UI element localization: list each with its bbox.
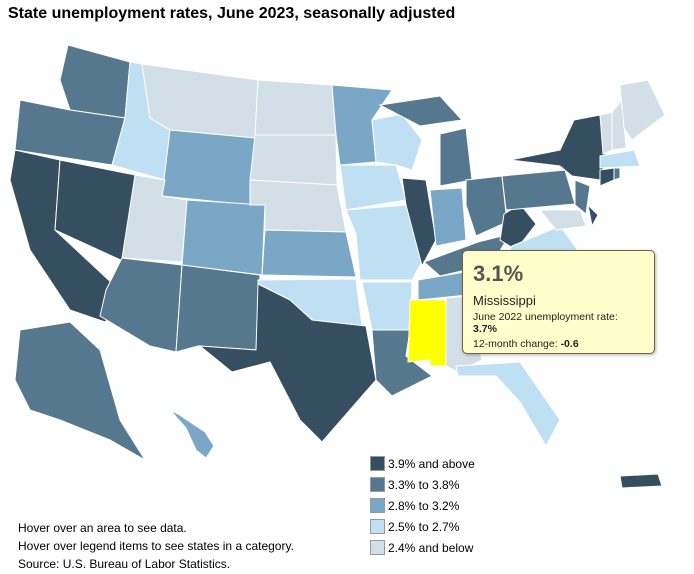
state-colorado[interactable]: [181, 199, 266, 276]
legend: 3.9% and above 3.3% to 3.8% 2.8% to 3.2%…: [370, 453, 475, 558]
legend-swatch: [370, 540, 385, 555]
state-connecticut[interactable]: [599, 167, 615, 187]
state-michigan-upper[interactable]: [378, 95, 464, 127]
state-illinois[interactable]: [401, 177, 437, 268]
legend-item-4[interactable]: 2.5% to 2.7%: [370, 516, 475, 537]
state-florida[interactable]: [455, 361, 561, 448]
state-kansas[interactable]: [261, 229, 357, 278]
tooltip-rate: 3.1%: [473, 261, 524, 286]
state-delaware[interactable]: [587, 203, 599, 228]
legend-swatch: [370, 456, 385, 471]
state-north-dakota[interactable]: [254, 79, 337, 136]
state-indiana[interactable]: [429, 187, 467, 247]
hover-note: Hover over an area to see data.: [18, 521, 187, 535]
state-hawaii[interactable]: [169, 409, 215, 459]
change-label: 12-month change:: [473, 338, 561, 350]
state-texas[interactable]: [198, 283, 377, 443]
legend-label: 3.3% to 3.8%: [388, 477, 460, 492]
change-value: -0.6: [560, 338, 579, 350]
tooltip-state: Mississippi: [473, 293, 536, 308]
source-note: Source: U.S. Bureau of Labor Statistics.: [18, 557, 231, 571]
legend-item-1[interactable]: 3.9% and above: [370, 453, 475, 474]
state-arkansas[interactable]: [361, 281, 413, 331]
legend-label: 3.9% and above: [388, 456, 475, 471]
state-arizona[interactable]: [99, 257, 183, 353]
legend-label: 2.4% and below: [388, 540, 474, 555]
state-massachusetts[interactable]: [599, 149, 641, 169]
tooltip-prev-rate: June 2022 unemployment rate: 3.7%: [473, 311, 644, 335]
legend-swatch: [370, 498, 385, 513]
notes: Hover over an area to see data. Hover ov…: [18, 519, 294, 573]
legend-label: 2.5% to 2.7%: [388, 519, 460, 534]
legend-note: Hover over legend items to see states in…: [18, 539, 294, 553]
us-map: [9, 44, 666, 489]
state-ohio[interactable]: [465, 175, 508, 237]
state-maryland[interactable]: [538, 209, 587, 231]
legend-item-5[interactable]: 2.4% and below: [370, 537, 475, 558]
state-alaska[interactable]: [14, 321, 146, 461]
state-new-mexico[interactable]: [175, 264, 261, 353]
state-puerto-rico[interactable]: [619, 473, 663, 489]
legend-swatch: [370, 519, 385, 534]
prev-label: June 2022 unemployment rate:: [473, 311, 618, 323]
state-pennsylvania[interactable]: [501, 169, 576, 211]
state-iowa[interactable]: [339, 164, 407, 211]
map-title: State unemployment rates, June 2023, sea…: [8, 5, 456, 22]
state-wyoming[interactable]: [161, 129, 256, 206]
prev-value: 3.7%: [473, 323, 497, 335]
legend-item-2[interactable]: 3.3% to 3.8%: [370, 474, 475, 495]
legend-item-3[interactable]: 2.8% to 3.2%: [370, 495, 475, 516]
legend-label: 2.8% to 3.2%: [388, 498, 460, 513]
state-mississippi[interactable]: [407, 299, 447, 367]
state-rhode-island[interactable]: [613, 167, 621, 181]
tooltip-change: 12-month change: -0.6: [473, 338, 644, 350]
state-michigan-lower[interactable]: [439, 127, 473, 187]
state-washington[interactable]: [59, 44, 131, 119]
state-south-dakota[interactable]: [249, 134, 338, 186]
state-new-jersey[interactable]: [574, 179, 591, 215]
legend-swatch: [370, 477, 385, 492]
state-tooltip: 3.1% Mississippi June 2022 unemployment …: [462, 250, 655, 354]
state-maine[interactable]: [619, 79, 666, 141]
